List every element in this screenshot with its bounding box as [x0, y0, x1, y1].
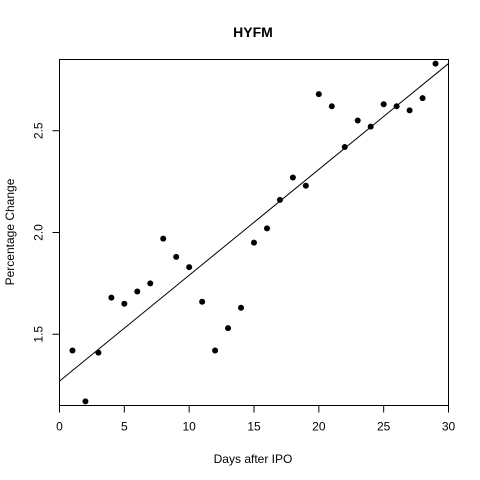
- chart-title: HYFM: [233, 24, 273, 40]
- data-point: [393, 103, 400, 110]
- data-point: [315, 91, 322, 98]
- data-point: [380, 101, 387, 108]
- data-point: [276, 196, 283, 203]
- x-axis: 0 5 10 15 20 25 30: [56, 405, 456, 434]
- x-tick-label: 10: [182, 420, 196, 434]
- data-point: [302, 182, 309, 189]
- x-tick-label: 5: [121, 420, 128, 434]
- y-tick-label: 2.5: [32, 122, 46, 139]
- data-point: [289, 174, 296, 181]
- y-axis: 1.5 2.0 2.5: [32, 122, 60, 343]
- data-point: [186, 264, 193, 271]
- data-point: [173, 253, 180, 260]
- data-point: [341, 144, 348, 151]
- data-point: [147, 280, 154, 287]
- data-point: [212, 347, 219, 354]
- data-point: [432, 60, 439, 67]
- data-point: [238, 304, 245, 311]
- data-point: [354, 117, 361, 124]
- data-point: [263, 225, 270, 232]
- y-axis-label: Percentage Change: [3, 178, 17, 285]
- regression-line: [59, 63, 449, 382]
- data-point: [160, 235, 167, 242]
- data-point: [328, 103, 335, 110]
- x-tick-label: 20: [312, 420, 326, 434]
- data-point: [82, 398, 89, 405]
- data-point: [69, 347, 76, 354]
- y-tick-label: 2.0: [32, 224, 46, 241]
- x-tick-label: 30: [442, 420, 456, 434]
- data-point: [251, 239, 257, 246]
- data-point: [419, 95, 426, 102]
- data-point: [199, 298, 206, 305]
- data-point: [367, 123, 374, 130]
- data-point: [406, 107, 413, 114]
- x-tick-label: 15: [247, 420, 261, 434]
- data-point: [95, 349, 102, 356]
- y-tick-label: 1.5: [32, 326, 46, 343]
- data-point: [121, 300, 128, 307]
- data-point: [134, 288, 141, 295]
- data-point: [225, 325, 232, 332]
- x-tick-label: 25: [377, 420, 391, 434]
- x-axis-label: Days after IPO: [214, 452, 293, 466]
- fit-line-layer: [59, 63, 449, 382]
- x-tick-label: 0: [56, 420, 63, 434]
- data-point: [108, 294, 115, 301]
- data-points: [69, 60, 439, 405]
